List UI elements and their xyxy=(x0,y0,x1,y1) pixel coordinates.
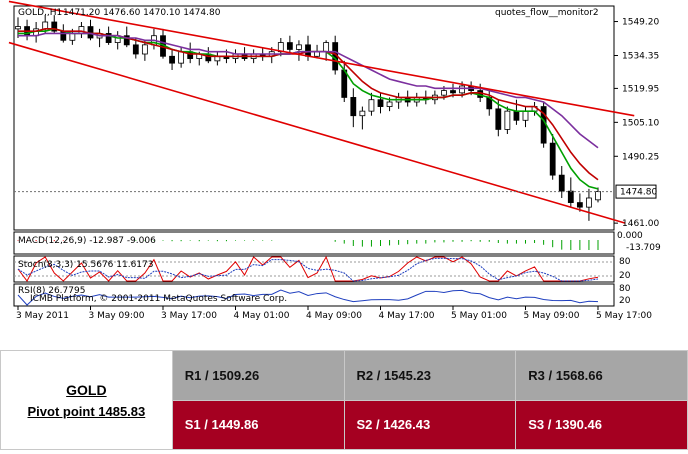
r1-cell: R1 / 1509.26 xyxy=(171,350,345,401)
x-tick-label: 3 May 2011 xyxy=(16,311,69,321)
stoch-panel xyxy=(13,255,615,283)
candle xyxy=(441,90,447,96)
candle xyxy=(132,44,139,55)
pivot-point: Pivot point 1485.83 xyxy=(27,403,146,419)
x-tick-label: 3 May 09:00 xyxy=(89,311,145,321)
rsi-label: RSI(8) 26.7795 xyxy=(18,286,85,296)
candle xyxy=(305,44,311,57)
last-price-box xyxy=(615,184,657,199)
x-tick-label: 5 May 01:00 xyxy=(451,311,507,321)
x-tick-label: 4 May 09:00 xyxy=(306,311,362,321)
candle xyxy=(586,197,592,208)
pivot-symbol: GOLD xyxy=(66,381,107,398)
x-tick-label: 3 May 17:00 xyxy=(161,311,217,321)
macd-histogram xyxy=(17,240,599,250)
trend-line xyxy=(8,41,626,224)
candle xyxy=(60,30,67,41)
candle xyxy=(595,191,601,201)
y-tick-label: 1549.20 xyxy=(622,18,659,28)
candle xyxy=(359,110,366,117)
candle xyxy=(558,174,565,192)
y-tick-label: 1534.35 xyxy=(622,51,659,61)
y-tick-label: 1519.95 xyxy=(622,84,659,94)
candle xyxy=(141,44,148,55)
candle xyxy=(105,33,112,43)
s1-cell: S1 / 1449.86 xyxy=(171,399,345,450)
x-tick-label: 5 May 09:00 xyxy=(524,311,580,321)
platform-watermark: ICMB Platform, © 2001-2011 MetaQuotes So… xyxy=(30,294,287,304)
candle xyxy=(42,21,49,30)
y-tick-label: 1490.25 xyxy=(622,152,659,162)
stoch-20-label: 20 xyxy=(619,271,631,281)
stoch-main-line xyxy=(17,255,599,282)
rsi-80-label: 80 xyxy=(619,284,631,294)
r2-cell: R2 / 1545.23 xyxy=(343,350,517,401)
candle xyxy=(169,55,175,64)
stoch-label: Stoch(8,3,3) 15.5676 11.6173 xyxy=(18,260,153,270)
candle xyxy=(459,85,465,94)
candle xyxy=(350,97,357,117)
candle xyxy=(51,21,58,32)
y-tick-label: 1461.00 xyxy=(622,219,659,229)
rsi-line xyxy=(17,289,599,306)
macd-zero-label: 0.000 xyxy=(617,231,643,241)
stoch-signal-line xyxy=(17,257,599,282)
candle xyxy=(386,101,393,107)
x-tick-label: 5 May 17:00 xyxy=(596,311,652,321)
last-price-label: 1474.80 xyxy=(620,188,657,198)
x-tick-label: 4 May 17:00 xyxy=(379,311,435,321)
resistance-row: GOLD Pivot point 1485.83 R1 / 1509.26 R2… xyxy=(0,350,688,450)
s2-cell: S2 / 1426.43 xyxy=(343,399,517,450)
candle xyxy=(377,99,384,107)
moving-average-line xyxy=(18,32,599,149)
candle xyxy=(450,90,456,94)
r3-cell: R3 / 1568.66 xyxy=(515,350,688,401)
y-axis: 1549.20 1534.35 1519.95 1505.10 1490.25 1461.… xyxy=(614,18,659,229)
candle xyxy=(522,110,529,121)
trend-line xyxy=(8,0,635,117)
candle xyxy=(296,44,302,50)
s3-cell: S3 / 1390.46 xyxy=(515,399,688,450)
candle xyxy=(123,35,130,46)
pivot-table: GOLD Pivot point 1485.83 R1 / 1509.26 R2… xyxy=(0,350,688,450)
ohlc-header: 1471.20 1476.60 1470.10 1474.80 xyxy=(63,8,221,18)
candles-layer xyxy=(15,15,601,221)
candle xyxy=(286,42,293,50)
x-axis: 3 May 2011 3 May 09:00 3 May 17:00 4 May 01… xyxy=(16,306,652,321)
trend-lines xyxy=(8,0,635,224)
candle xyxy=(549,142,556,176)
candle xyxy=(576,202,583,208)
candle xyxy=(567,190,574,203)
candle xyxy=(504,110,511,130)
candle xyxy=(69,33,76,41)
x-tick-label: 4 May 01:00 xyxy=(234,311,290,321)
macd-panel xyxy=(13,231,615,255)
pivot-label-cell: GOLD Pivot point 1485.83 xyxy=(0,350,173,450)
candle xyxy=(15,26,21,30)
stoch-80-label: 80 xyxy=(619,257,631,267)
indicator-label: quotes_flow__monitor2 xyxy=(495,8,599,18)
rsi-20-label: 20 xyxy=(619,296,631,306)
price-chart: GOLD,,H1 1471.20 1476.60 1470.10 1474.80… xyxy=(8,0,661,321)
macd-min-label: -13.709 xyxy=(626,243,661,253)
macd-label: MACD(12,26,9) -12.987 -9.006 xyxy=(18,236,156,246)
symbol-label: GOLD,,H1 xyxy=(18,8,62,18)
rsi-panel xyxy=(13,283,615,307)
candle xyxy=(495,108,502,130)
candle xyxy=(341,69,348,98)
moving-averages xyxy=(18,28,599,190)
y-tick-label: 1505.10 xyxy=(622,118,659,128)
candle xyxy=(368,99,375,112)
candle xyxy=(513,110,520,121)
candle xyxy=(323,42,330,53)
candle xyxy=(178,51,185,64)
support-row: S1 / 1449.86 S2 / 1426.43 S3 / 1390.46 xyxy=(1,399,688,450)
